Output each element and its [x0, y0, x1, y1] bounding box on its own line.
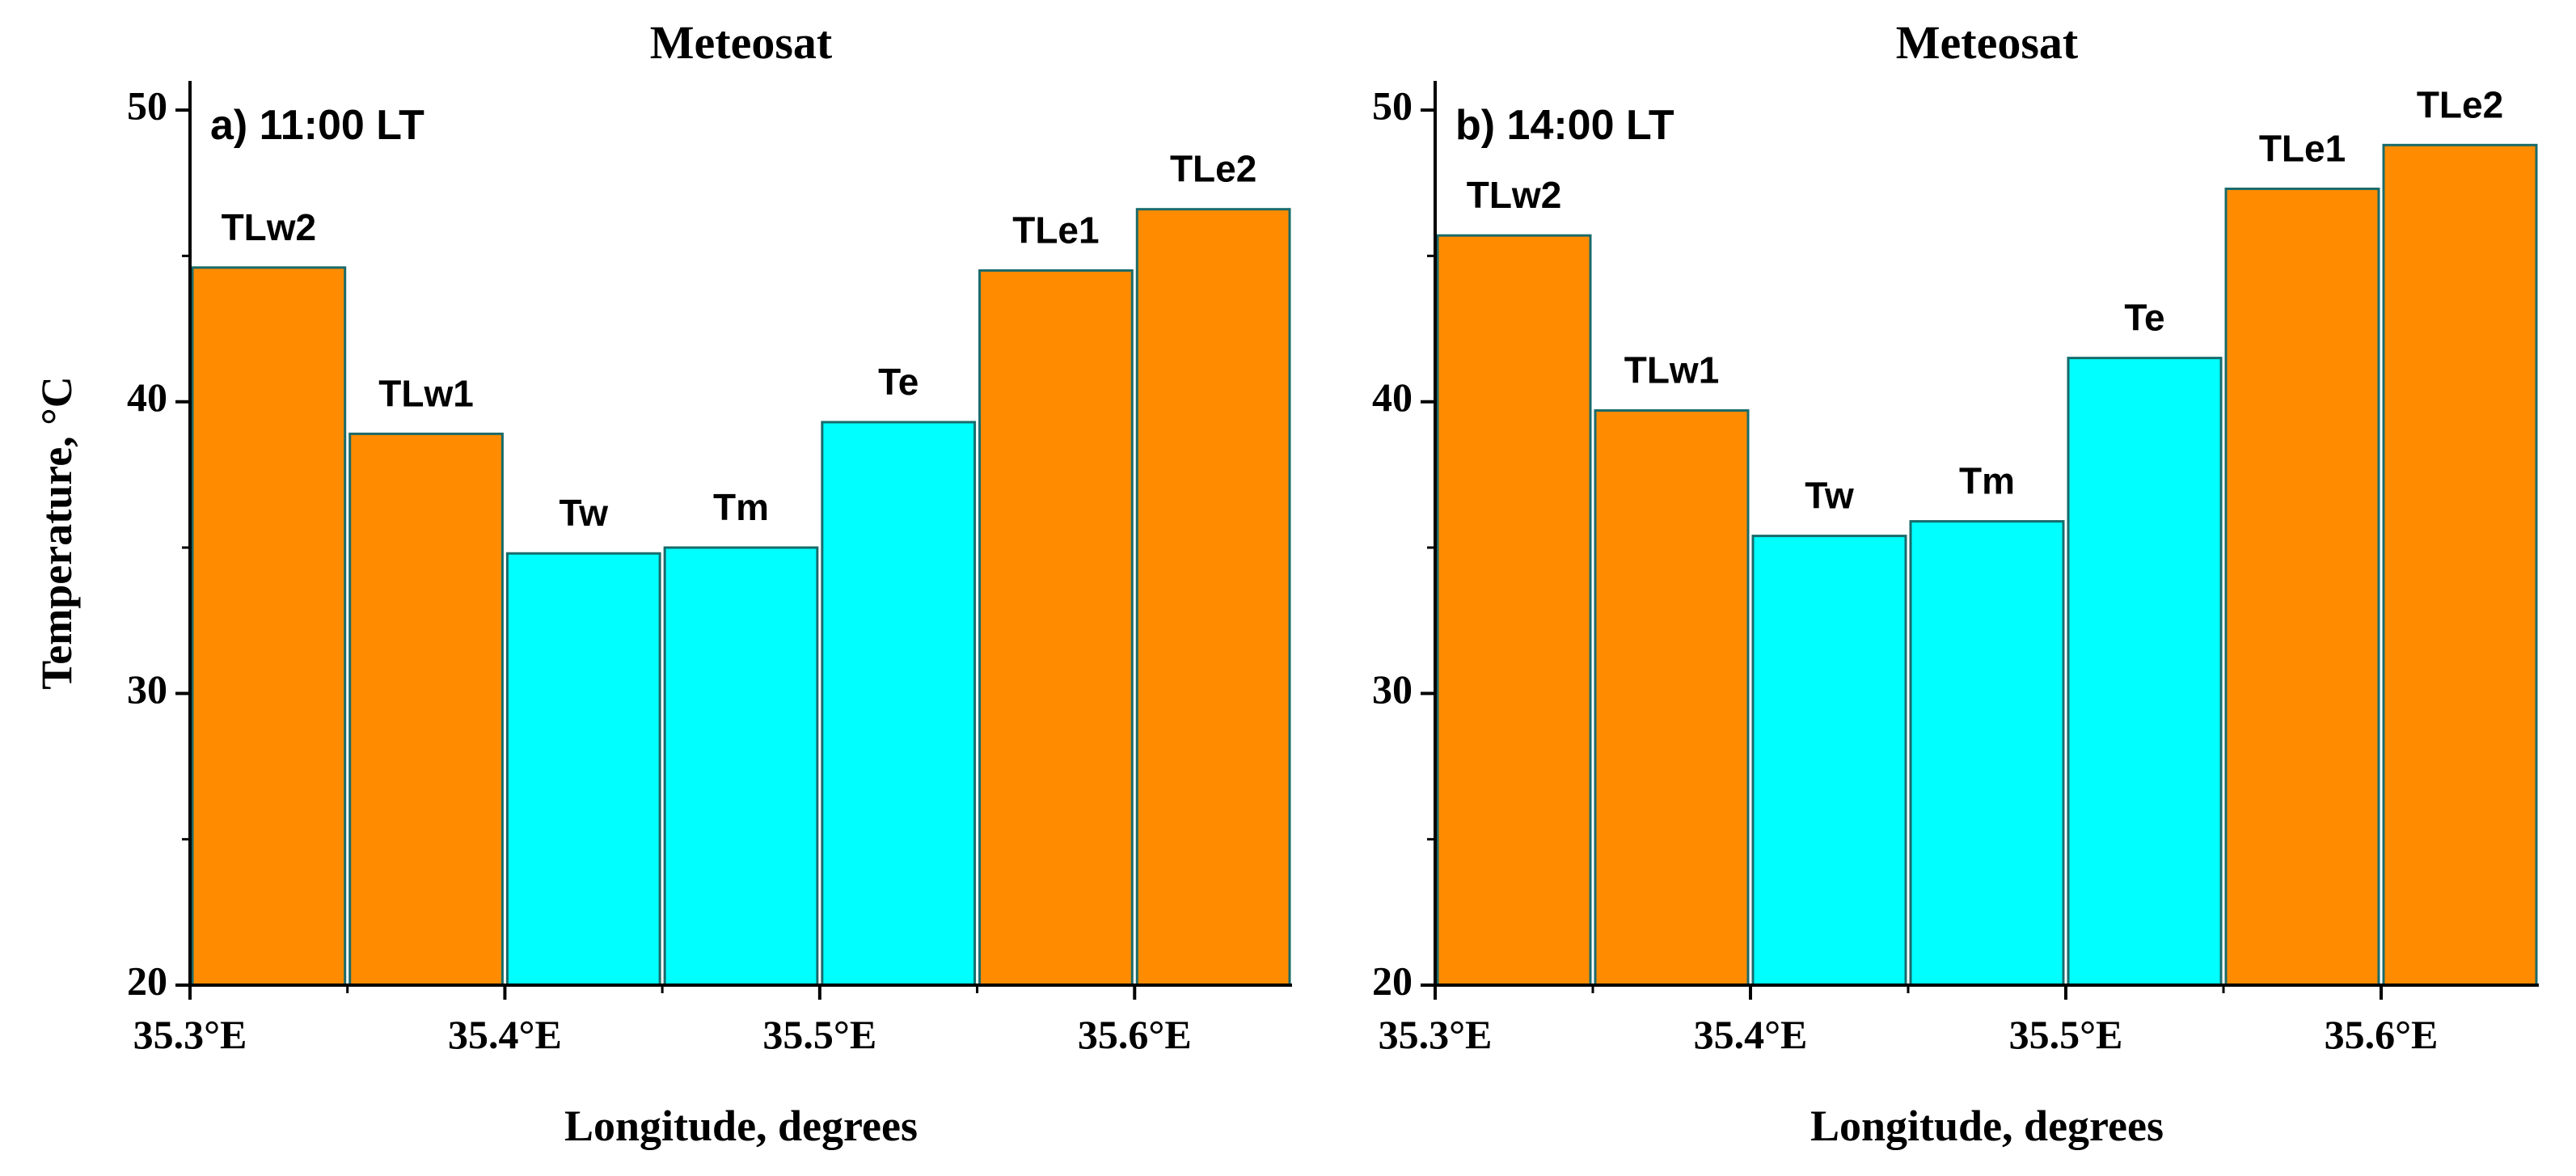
x-tick-label: 35.5°E	[762, 1012, 876, 1057]
y-tick-label: 50	[1372, 83, 1413, 129]
x-axis-label: Longitude, degrees	[564, 1102, 918, 1150]
y-tick-label: 20	[127, 958, 167, 1003]
bar-tle2	[1135, 208, 1291, 987]
y-tick-label: 50	[127, 83, 167, 129]
y-tick-label: 40	[1372, 374, 1413, 420]
x-tick-label: 35.5°E	[2009, 1012, 2123, 1057]
panel-label: b) 14:00 LT	[1455, 102, 1674, 149]
bar-label: TLe2	[2417, 83, 2503, 125]
x-axis-label: Longitude, degrees	[1810, 1102, 2164, 1150]
bar-tw	[1751, 535, 1907, 987]
bar-label: TLw2	[1467, 174, 1562, 216]
bar-label: TLw1	[1624, 349, 1720, 391]
y-tick-label: 30	[127, 666, 167, 712]
x-tick-label: 35.4°E	[1694, 1012, 1808, 1057]
panel-label: a) 11:00 LT	[210, 102, 424, 149]
bar-tle2	[2382, 143, 2538, 987]
bar-te	[821, 421, 977, 987]
bar-label: Te	[2124, 297, 2164, 339]
x-tick-label: 35.3°E	[133, 1012, 247, 1057]
x-tick-label: 35.3°E	[1379, 1012, 1493, 1057]
x-tick-label: 35.4°E	[448, 1012, 562, 1057]
bar-label: TLw1	[378, 372, 474, 414]
chart-panel-a: TLw2 TLw1 Tw Tm Te TLe1 TLe2 20 30 40 50 35.3°E 35.4…	[32, 16, 1292, 1150]
y-tick-label: 20	[1372, 958, 1413, 1003]
bar-tw	[505, 552, 661, 987]
x-tick-label: 35.6°E	[2325, 1012, 2439, 1057]
bar-label: TLe2	[1170, 148, 1256, 190]
y-axis-label: Temperature, °C	[32, 376, 81, 690]
bar-label: Te	[878, 361, 918, 403]
x-tick-label: 35.6°E	[1078, 1012, 1192, 1057]
bar-tm	[1909, 520, 2065, 987]
y-tick-label: 30	[1372, 666, 1413, 712]
bar-tlw1	[348, 432, 504, 987]
bar-tle1	[978, 269, 1134, 987]
bar-label: TLe1	[1012, 209, 1099, 251]
bar-label: Tw	[1805, 475, 1854, 517]
chart-title: Meteosat	[650, 16, 833, 69]
chart-title: Meteosat	[1896, 16, 2079, 69]
bar-label: Tm	[713, 486, 769, 528]
bar-tlw2	[1436, 234, 1592, 987]
bar-label: TLw2	[222, 206, 317, 248]
bar-label: TLe1	[2259, 127, 2346, 169]
chart-panel-b: TLw2 TLw1 Tw Tm Te TLe1 TLe2 20 30 40 50 35.3°E 35.4…	[1372, 16, 2539, 1150]
bar-label: Tw	[560, 492, 609, 534]
y-tick-label: 40	[127, 374, 167, 420]
bar-label: Tm	[1959, 460, 2015, 502]
bar-tle1	[2224, 187, 2380, 987]
bar-tm	[663, 546, 819, 987]
bar-tlw1	[1594, 409, 1750, 987]
bar-tlw2	[191, 266, 347, 987]
bar-te	[2067, 357, 2223, 987]
